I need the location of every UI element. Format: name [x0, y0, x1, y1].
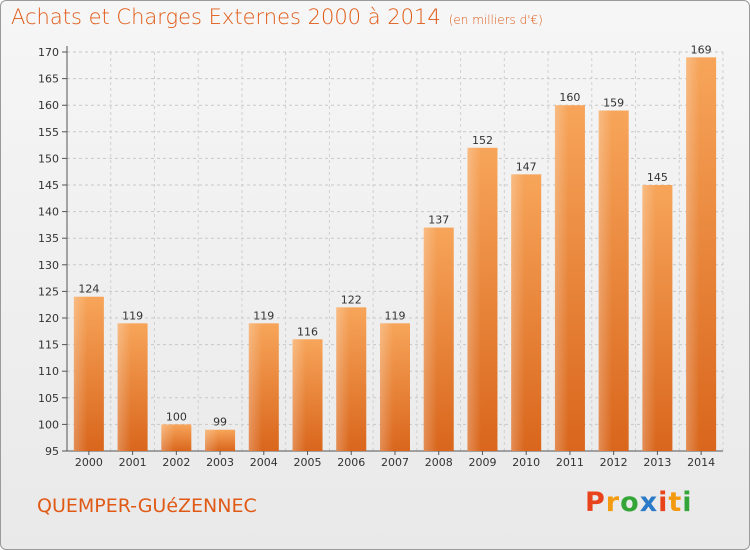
y-tick-label: 160 [38, 99, 59, 112]
x-tick-label: 2008 [425, 456, 453, 469]
bar-highlight [423, 227, 438, 451]
data-label: 152 [472, 134, 493, 147]
chart-title-text: Achats et Charges Externes 2000 à 2014 [11, 5, 441, 29]
y-tick-label: 125 [38, 285, 59, 298]
logo-letter: i [682, 487, 693, 518]
bar-highlight [686, 57, 700, 451]
logo-letter: r [605, 487, 621, 518]
commune-name: QUEMPER-GUéZENNEC [37, 495, 257, 517]
y-tick-label: 100 [38, 418, 59, 431]
bar-highlight [73, 296, 88, 451]
x-tick-label: 2004 [250, 456, 278, 469]
bar-highlight [205, 429, 219, 451]
bar-highlight [598, 110, 613, 452]
data-labels: 124 119 100 99 119 116 122 119 137 152 147 160 159 14… [78, 43, 711, 428]
bar-highlight [380, 323, 394, 451]
bar-highlight [292, 339, 307, 451]
data-label: 145 [647, 171, 668, 184]
data-label: 119 [122, 309, 143, 322]
data-label: 99 [213, 416, 227, 429]
bars [73, 57, 717, 452]
data-label: 169 [691, 43, 712, 56]
x-tick-label: 2001 [119, 456, 147, 469]
bar-highlight [161, 424, 175, 451]
bar-highlight [467, 147, 481, 451]
bar-highlight [642, 185, 656, 451]
x-tick-label: 2002 [162, 456, 190, 469]
data-label: 119 [385, 309, 406, 322]
data-label: 160 [559, 91, 580, 104]
bar-highlight [511, 174, 525, 452]
x-tick-label: 2005 [294, 456, 322, 469]
x-tick-label: 2013 [643, 456, 671, 469]
y-tick-label: 145 [38, 179, 59, 192]
y-tick-label: 110 [38, 365, 59, 378]
data-label: 116 [297, 325, 318, 338]
bar-highlight [336, 307, 350, 451]
y-tick-label: 115 [38, 339, 59, 352]
bar-highlight [248, 323, 263, 451]
bar-highlight [554, 105, 569, 451]
data-label: 147 [516, 160, 537, 173]
logo-letter: P [585, 487, 606, 518]
y-tick-label: 170 [38, 46, 59, 59]
x-tick-label: 2014 [687, 456, 715, 469]
x-tick-label: 2000 [75, 456, 103, 469]
logo-letter: i [658, 487, 669, 518]
x-tick-label: 2009 [468, 456, 496, 469]
x-tick-label: 2012 [600, 456, 628, 469]
data-label: 137 [428, 214, 449, 227]
axes: 95 100 105 110 115 120 125 130 135 140 145 150 155 16… [38, 46, 723, 469]
chart-title: Achats et Charges Externes 2000 à 2014 (e… [11, 5, 543, 29]
y-tick-label: 155 [38, 126, 59, 139]
logo-letter: o [620, 487, 640, 518]
y-tick-label: 150 [38, 152, 59, 165]
y-tick-label: 95 [45, 445, 59, 458]
x-tick-label: 2003 [206, 456, 234, 469]
data-label: 119 [253, 309, 274, 322]
y-tick-label: 165 [38, 73, 59, 86]
x-tick-label: 2006 [337, 456, 365, 469]
y-tick-label: 140 [38, 206, 59, 219]
data-label: 124 [78, 283, 99, 296]
x-tick-label: 2010 [512, 456, 540, 469]
chart-unit: (en milliers d'€) [448, 13, 543, 27]
data-label: 122 [341, 293, 362, 306]
data-label: 100 [166, 410, 187, 423]
y-tick-label: 120 [38, 312, 59, 325]
y-tick-label: 130 [38, 259, 59, 272]
y-tick-label: 135 [38, 232, 59, 245]
logo-letter: t [668, 487, 683, 518]
x-tick-label: 2011 [556, 456, 584, 469]
proxiti-logo[interactable]: Proxiti [585, 487, 693, 518]
data-label: 159 [603, 97, 624, 110]
bar-highlight [117, 323, 132, 451]
x-tick-label: 2007 [381, 456, 409, 469]
y-tick-label: 105 [38, 392, 59, 405]
logo-letter: x [639, 487, 659, 518]
